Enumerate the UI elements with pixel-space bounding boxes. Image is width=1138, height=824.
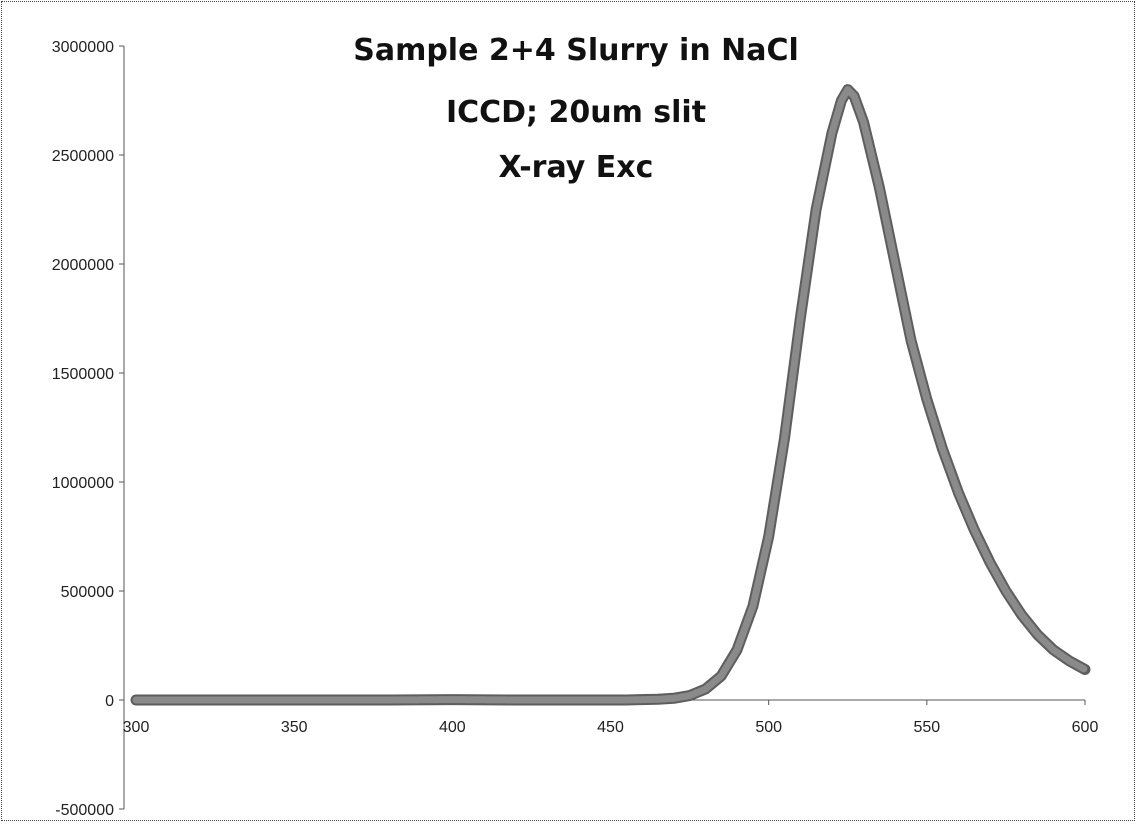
x-tick-label: 300 — [123, 719, 150, 736]
chart-title: Sample 2+4 Slurry in NaCl ICCD; 20um sli… — [353, 33, 799, 185]
y-tick-label: -500000 — [55, 802, 114, 819]
y-tick-label: 1000000 — [52, 475, 114, 492]
y-tick-label: 2000000 — [52, 257, 114, 274]
title-line-1: Sample 2+4 Slurry in NaCl — [353, 33, 799, 68]
series-line — [132, 86, 1089, 704]
series-group — [130, 84, 1091, 706]
x-tick-label: 600 — [1072, 719, 1099, 736]
y-tick-label: 3000000 — [52, 39, 114, 56]
title-line-3: X-ray Exc — [499, 150, 654, 185]
x-axis: 300 350 400 450 500 550 600 — [123, 699, 1099, 736]
x-tick-label: 400 — [439, 719, 466, 736]
x-tick-label: 450 — [597, 719, 624, 736]
y-tick-label: 1500000 — [52, 366, 114, 383]
y-tick-label: 0 — [105, 693, 114, 710]
x-tick-label: 500 — [755, 719, 782, 736]
y-tick-label: 500000 — [61, 584, 114, 601]
y-tick-label: 2500000 — [52, 148, 114, 165]
y-axis: -500000 0 500000 1000000 1500000 2000000 25000… — [52, 39, 125, 819]
title-line-2: ICCD; 20um slit — [446, 95, 706, 130]
x-tick-label: 550 — [913, 719, 940, 736]
x-tick-label: 350 — [281, 719, 308, 736]
